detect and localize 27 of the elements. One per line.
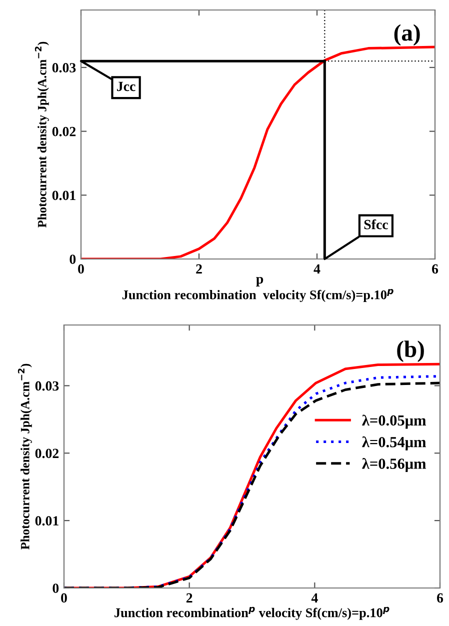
x-axis-title: Junction recombination$^{p}$ velocity Sf(cm/s)=p.10$^{p}$ <box>114 606 390 620</box>
x-tick-label: 6 <box>432 264 438 274</box>
y-axis-title: Photocurrent density Jph(A.cm$^{−2}$) <box>34 42 49 228</box>
y-tick-label: 0 <box>70 254 76 264</box>
text: p <box>256 276 264 286</box>
legend-label: λ=0.05μm <box>362 414 426 429</box>
x-tick-label: 6 <box>437 593 444 603</box>
x-tick-label: 4 <box>314 264 320 274</box>
y-tick-label: 0.01 <box>52 190 76 200</box>
x-axis-title: Junction recombination velocity Sf(cm/s)=p.10$^{p}$ <box>122 288 394 302</box>
legend-label: λ=0.56μm <box>362 458 426 472</box>
annotation: Jcc <box>117 82 136 92</box>
y-axis-title: Photocurrent density Jph(A.cm$^{−2}$) <box>18 364 32 550</box>
y-tick-label: 0 <box>52 584 59 593</box>
annotation: (b) <box>397 340 424 362</box>
x-tick-label: 2 <box>186 593 192 602</box>
y-tick-label: 0.02 <box>52 126 76 136</box>
x-tick-label: 4 <box>311 593 318 602</box>
x-tick-label: 2 <box>196 264 202 274</box>
y-tick-label: 0.03 <box>35 381 59 391</box>
annotation: (a) <box>394 24 420 46</box>
y-tick-label: 0.02 <box>35 448 59 458</box>
x-tick-label: 0 <box>78 264 84 274</box>
y-tick-label: 0.01 <box>35 516 58 526</box>
legend-label: λ=0.54μm <box>362 436 426 450</box>
annotation: Sfcc <box>364 219 388 230</box>
y-tick-label: 0.03 <box>52 63 76 72</box>
